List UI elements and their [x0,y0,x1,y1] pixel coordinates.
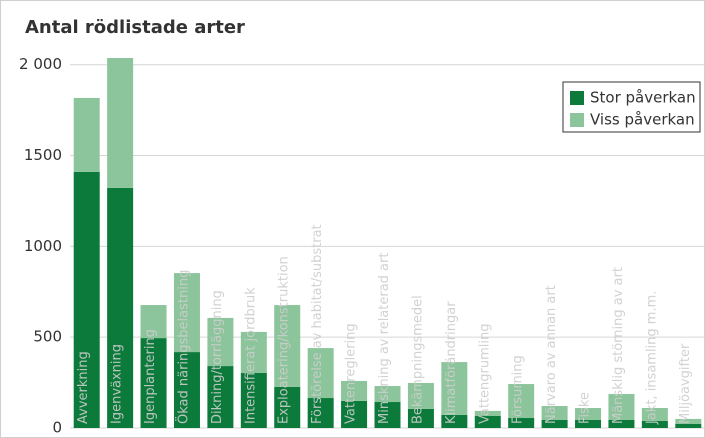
bar-segment [107,187,134,428]
legend-label: Viss påverkan [590,111,695,129]
bar-segment [341,400,368,428]
bar-segment [575,408,602,421]
bar-segment [474,416,501,428]
bar-segment [374,402,401,428]
bar-segment [173,273,200,353]
bar-segment [441,414,468,428]
legend-swatch [570,91,584,105]
chart-title: Antal rödlistade arter [25,17,245,38]
bar-segment [608,420,635,428]
y-tick-label: 2 000 [19,55,62,73]
y-tick-label: 0 [52,419,62,437]
bar-segment [307,348,334,399]
bar-segment [207,317,234,367]
bar-segment [140,338,167,428]
bar-segment [575,420,602,428]
bar-segment [274,305,301,387]
bar-segment [140,305,167,339]
category-label: Klimatförändringar [444,301,459,424]
bar-segment [341,380,368,401]
bar-segment [73,97,100,172]
bar-segment [608,394,635,421]
bar-segment [675,424,702,428]
bar-segment [508,418,535,428]
category-label: Exploatering/konstruktion [277,256,292,424]
bar-segment [274,386,301,428]
category-label: Försurning [511,355,526,424]
bar-segment [641,420,668,428]
bar-segment [407,408,434,428]
bar-segment [675,418,702,425]
legend-swatch [570,113,584,127]
bar-segment [173,352,200,428]
bar-segment [407,382,434,409]
category-label: Igenplantering [143,329,158,424]
legend-label: Stor påverkan [590,89,696,107]
category-label: Minskning av relaterad art [377,253,392,424]
y-tick-label: 1000 [24,237,62,255]
category-label: Mänsklig störning av art [611,267,626,424]
category-label: Jakt, insamling m.m. [644,291,659,425]
category-label: Fiske [578,392,593,424]
bar-segment [474,410,501,417]
category-label: Miljöavgifter [678,343,693,424]
category-label: Vattengrumling [477,324,492,425]
category-label: Vattenreglering [344,323,359,424]
category-label: Intensifierat jordbruk [243,287,258,424]
bar-segment [240,331,267,373]
bar-segment [641,408,668,421]
category-label: Förstörelse av habitat/substrat [310,224,325,424]
bar-segment [107,57,134,188]
bar-segment [441,362,468,415]
bar-segment [541,420,568,428]
bar-segment [541,406,568,421]
legend-box [562,81,701,133]
bar-segment [207,366,234,428]
category-label: Igenväxning [110,344,125,424]
category-label: Bekämpningsmedel [410,295,425,424]
y-tick-label: 500 [33,328,62,346]
category-label: Avverkning [76,351,91,424]
bar-segment [374,386,401,403]
legend: Stor påverkan Viss påverkan [562,81,701,133]
bar-segment [508,384,535,419]
category-label: Dikning/torrläggning [210,290,225,424]
bar-segment [307,398,334,428]
category-label: Närvaro av annan art [544,285,559,424]
category-label: Ökad näringsbelastning [174,270,191,424]
y-tick-label: 1500 [24,146,62,164]
bar-segment [73,171,100,428]
bar-segment [240,372,267,428]
